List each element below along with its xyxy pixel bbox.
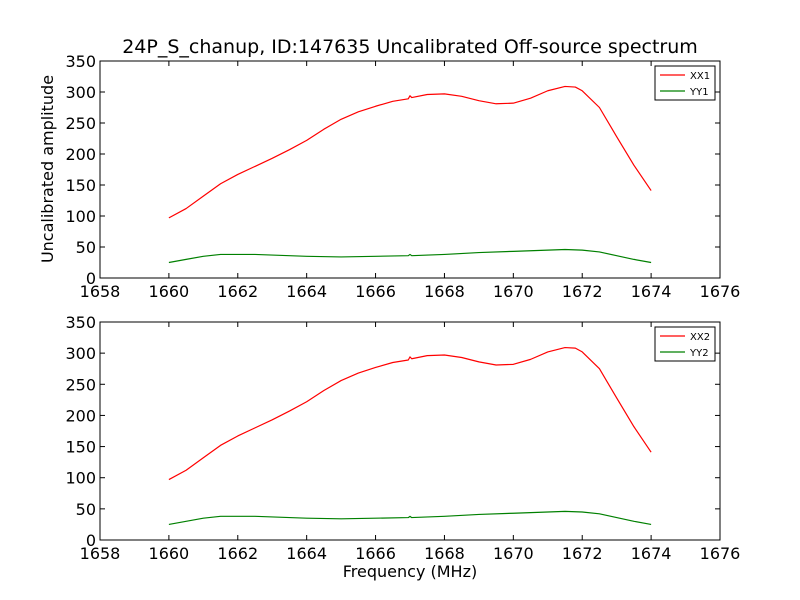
x-tick-label: 1664: [286, 282, 327, 301]
x-axis-label: Frequency (MHz): [343, 562, 477, 581]
legend-box: [654, 326, 716, 362]
series-line-xx2: [168, 346, 652, 481]
x-tick-label: 1662: [217, 544, 258, 563]
y-tick-label: 100: [65, 207, 96, 226]
top-subplot: 1658 1660 1662 1664 1666 1668 1670 1672 1674 1676…: [65, 52, 740, 301]
x-tick-label: 1674: [631, 282, 672, 301]
legend-label-yy2: YY2: [689, 348, 709, 359]
y-tick-label: 0: [86, 531, 96, 550]
x-tick-label: 1676: [700, 544, 741, 563]
x-tick-label: 1668: [424, 544, 465, 563]
x-tick-label: 1676: [700, 282, 741, 301]
bottom-plot-area: [100, 322, 720, 540]
y-tick-label: 100: [65, 469, 96, 488]
series-line-xx1: [168, 85, 652, 219]
y-tick-label: 50: [76, 500, 96, 519]
x-tick-label: 1660: [149, 282, 190, 301]
y-tick-label: 150: [65, 176, 96, 195]
series-line-yy1: [168, 248, 652, 264]
legend-label-xx2: XX2: [690, 332, 710, 343]
x-tick-label: 1666: [355, 544, 396, 563]
x-tick-label: 1674: [631, 544, 672, 563]
y-tick-label: 350: [65, 313, 96, 332]
top-axes-frame: [99, 60, 721, 279]
x-tick-label: 1664: [286, 544, 327, 563]
bottom-subplot: 1658 1660 1662 1664 1666 1668 1670 1672 1674 1676…: [65, 313, 740, 563]
y-tick-label: 200: [65, 406, 96, 425]
x-tick-label: 1658: [80, 282, 121, 301]
y-tick-label: 300: [65, 344, 96, 363]
y-tick-label: 250: [65, 375, 96, 394]
x-tick-label: 1672: [562, 544, 603, 563]
legend-label-yy1: YY1: [689, 87, 709, 98]
x-tick-label: 1660: [149, 544, 190, 563]
x-tick-label: 1658: [80, 544, 121, 563]
x-tick-label: 1670: [493, 282, 534, 301]
y-tick-label: 200: [65, 145, 96, 164]
y-tick-label: 50: [76, 238, 96, 257]
y-axis-label: Uncalibrated amplitude: [38, 75, 57, 263]
x-tick-label: 1666: [355, 282, 396, 301]
x-tick-label: 1670: [493, 544, 534, 563]
legend-box: [654, 65, 716, 101]
y-tick-label: 300: [65, 83, 96, 102]
x-tick-label: 1672: [562, 282, 603, 301]
top-plot-area: [100, 61, 720, 278]
bottom-axes-frame: [99, 321, 721, 541]
x-tick-label: 1668: [424, 282, 465, 301]
legend-label-xx1: XX1: [690, 71, 710, 82]
y-tick-label: 350: [65, 52, 96, 71]
y-tick-label: 150: [65, 438, 96, 457]
y-tick-label: 250: [65, 114, 96, 133]
chart-title: 24P_S_chanup, ID:147635 Uncalibrated Off…: [122, 36, 698, 58]
x-tick-label: 1662: [217, 282, 258, 301]
y-tick-label: 0: [86, 269, 96, 288]
series-line-yy2: [168, 510, 652, 526]
